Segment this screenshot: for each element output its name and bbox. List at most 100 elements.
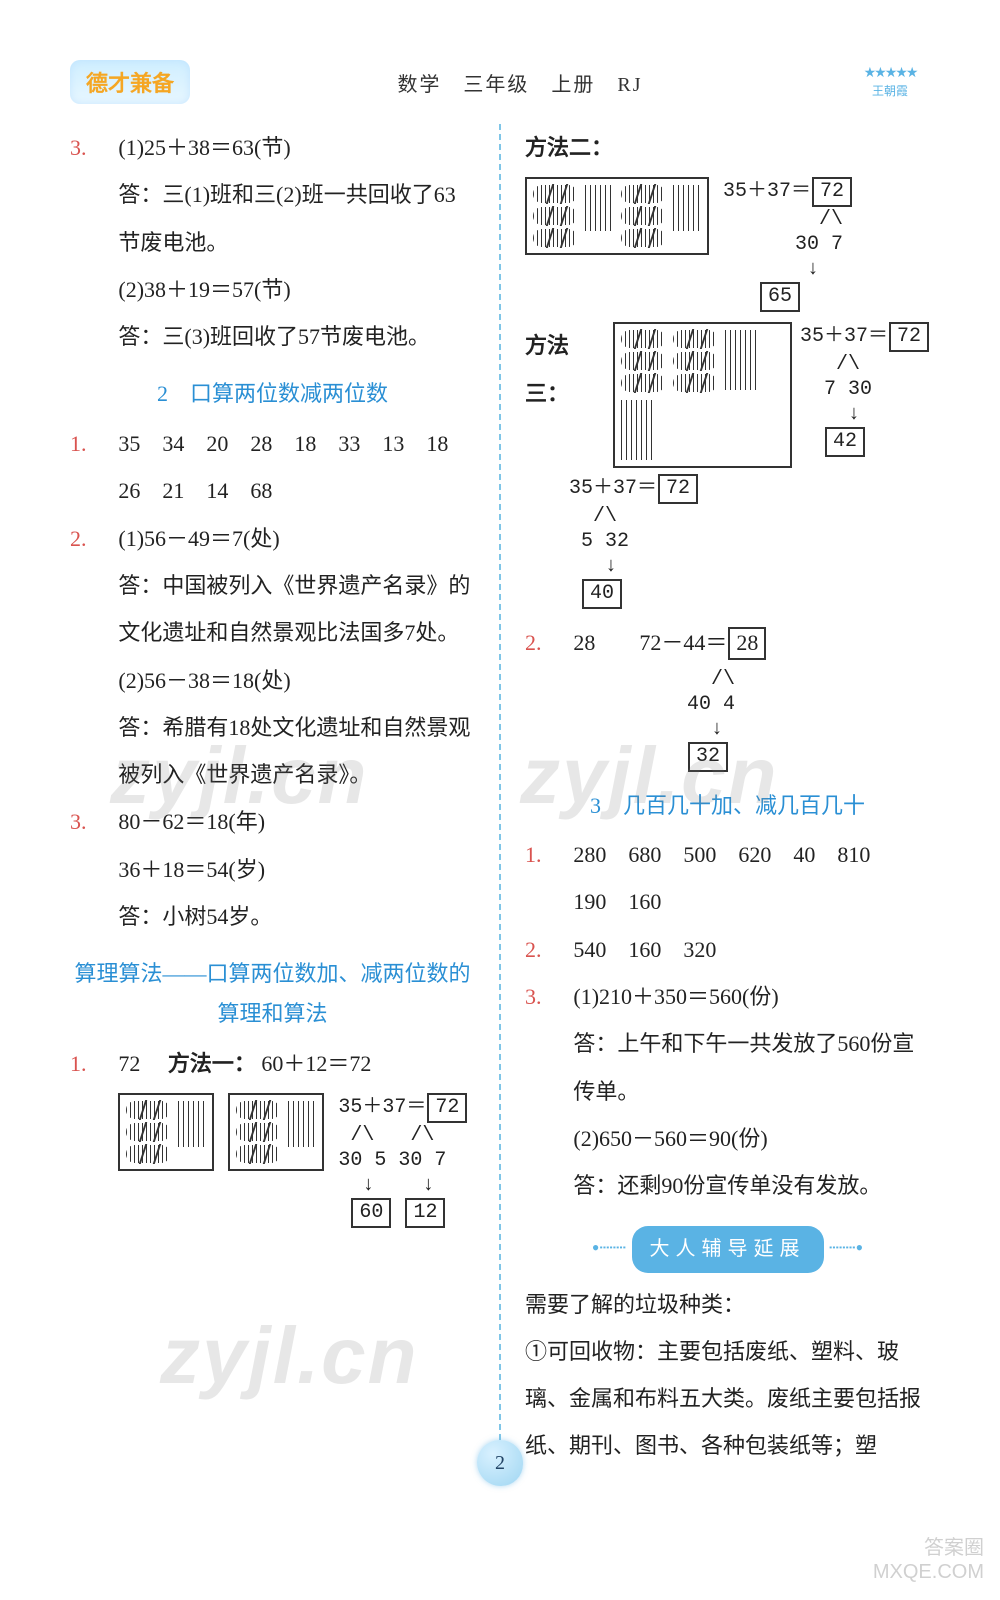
equation: 80－62＝18(年) [118,798,475,845]
equation: (2)38＋19＝57(节) [70,266,475,313]
stick-bundle-icon [621,330,665,348]
q2: 2. (1)56－49＝7(处) [70,515,475,562]
stick-bundle-icon [673,330,717,348]
equation: (1)210＋350＝560(份) [573,973,930,1020]
question-number: 3. [525,973,573,1020]
q1: 1. 35 34 20 28 18 33 13 18 [70,420,475,467]
q3: 3. (1)25＋38＝63(节) [70,124,475,171]
method-label: 方法一： [168,1051,256,1076]
loose-sticks-icon [725,330,759,390]
source-stamp: 答案圈 MXQE.COM [873,1536,984,1584]
stick-bundle-icon [126,1101,170,1119]
two-column-layout: 3. (1)25＋38＝63(节) 答：三(1)班和三(2)班一共回收了63节废… [70,124,930,1470]
s3-q2: 2. 540 160 320 [525,926,930,973]
stick-bundle-icon [533,229,577,247]
question-number: 2. [70,515,118,562]
stamp-line: MXQE.COM [873,1560,984,1584]
stick-bundle-icon [673,374,717,392]
pill-heading-row: •┈┈ 大人辅导延展 ┈┈• [525,1224,930,1273]
number-row: 26 21 14 68 [70,467,475,514]
pill-heading: 大人辅导延展 [632,1226,824,1273]
stick-bundle-icon [621,374,665,392]
bundle-box [613,322,792,468]
stick-bundle-icon [236,1101,280,1119]
branch-decomposition: 35＋37＝72 /\ 30 7 ↓ 65 [723,177,853,312]
boxed-value: 65 [760,282,800,312]
answer-text: 答：三(1)班和三(2)班一共回收了63节废电池。 [70,171,475,266]
number-row: 280 680 500 620 40 810 [573,831,930,878]
equation-row: 28 72－44＝28 [573,619,930,666]
boxed-value: 40 [582,579,622,609]
stick-bundle-icon [236,1145,280,1163]
bundle-box [118,1093,214,1171]
boxed-result: 28 [728,627,766,660]
branch-values: 5 32 [581,530,629,553]
branch-values: 30 7 [795,233,843,256]
loose-sticks-icon [178,1101,206,1147]
right-badge: ★★★★★ 王朝霞 [850,65,930,99]
bundle-diagram-2: 35＋37＝72 /\ 30 7 ↓ 65 [525,177,930,312]
loose-sticks-icon [585,185,613,231]
left-column: 3. (1)25＋38＝63(节) 答：三(1)班和三(2)班一共回收了63节废… [70,124,499,1470]
algo-q1: 1. 72 方法一： 60＋12＝72 [70,1040,475,1087]
extension-text: 需要了解的垃圾种类： [525,1281,930,1328]
equation: (1)25＋38＝63(节) [118,124,475,171]
question-number: 2. [525,619,573,666]
stick-bundle-icon [126,1123,170,1141]
stick-bundle-icon [126,1145,170,1163]
branch-values: 30 7 [398,1149,446,1172]
stick-bundle-icon [621,352,665,370]
stamp-line: 答案圈 [873,1536,984,1560]
section-title: 2 口算两位数减两位数 [70,374,475,414]
stars-icon: ★★★★★ [850,65,930,82]
equation: 35＋37＝ [800,325,888,348]
answer-text: 答：三(3)班回收了57节废电池。 [70,313,475,360]
stick-bundle-icon [621,229,665,247]
page: 德才兼备 数学 三年级 上册 RJ ★★★★★ 王朝霞 3. (1)25＋38＝… [0,0,1000,1510]
bundle-diagram-1: 35＋37＝72 /\ /\ 30 5 30 7 ↓ ↓ 60 12 [70,1093,475,1228]
answer-text: 答：还剩90份宣传单没有发放。 [525,1162,930,1209]
equation: 35＋37＝ [569,477,657,500]
answer-text: 答：希腊有18处文化遗址和自然景观被列入《世界遗产名录》。 [70,704,475,799]
boxed-value: 60 [351,1198,391,1228]
stick-bundle-icon [533,185,577,203]
section-title: 3 几百几十加、减几百几十 [525,786,930,826]
boxed-result: 72 [427,1093,467,1123]
branch-values: 40 4 [687,693,735,716]
equation: (1)56－49＝7(处) [118,515,475,562]
extension-text: ①可回收物：主要包括废纸、塑料、玻璃、金属和布料五大类。废纸主要包括报纸、期刊、… [525,1328,930,1470]
stick-bundle-icon [621,207,665,225]
method3-row: 方法三： 35＋37＝72 /\ 7 30 [525,322,930,468]
equation: (2)650－560＝90(份) [525,1115,930,1162]
left-badge: 德才兼备 [70,60,190,104]
q3b: 3. 80－62＝18(年) [70,798,475,845]
boxed-value: 32 [688,742,728,772]
section-title: 算理算法——口算两位数加、减两位数的算理和算法 [70,954,475,1033]
page-number-value: 2 [477,1440,523,1486]
s3-q1: 1. 280 680 500 620 40 810 [525,831,930,878]
header-title: 数学 三年级 上册 RJ [190,68,850,97]
equation: 60＋12＝72 [261,1051,371,1076]
branch-decomposition: /\ 40 4 ↓ 32 [675,667,930,772]
question-number: 1. [525,831,573,878]
branch-decomposition: 35＋37＝72 /\ 7 30 ↓ 42 [800,322,930,457]
equation: 36＋18＝54(岁) [70,846,475,893]
boxed-result: 72 [889,322,929,352]
boxed-value: 42 [825,427,865,457]
stick-bundle-icon [621,185,665,203]
boxed-result: 72 [812,177,852,207]
answer-text: 答：上午和下午一共发放了560份宣传单。 [525,1020,930,1115]
r-q2: 2. 28 72－44＝28 [525,619,930,666]
bundle-box [228,1093,324,1171]
equation: 28 72－44＝ [573,630,727,655]
method-label: 方法二： [525,124,930,171]
loose-sticks-icon [621,400,655,460]
right-column: 方法二： 35＋37＝72 / [501,124,930,1470]
question-number: 3. [70,124,118,171]
stick-bundle-icon [673,352,717,370]
value: 72 [118,1051,162,1076]
page-number: 2 [477,1440,523,1486]
equation: 35＋37＝ [723,180,811,203]
stick-bundle-icon [533,207,577,225]
branch-values: 30 5 [338,1149,386,1172]
